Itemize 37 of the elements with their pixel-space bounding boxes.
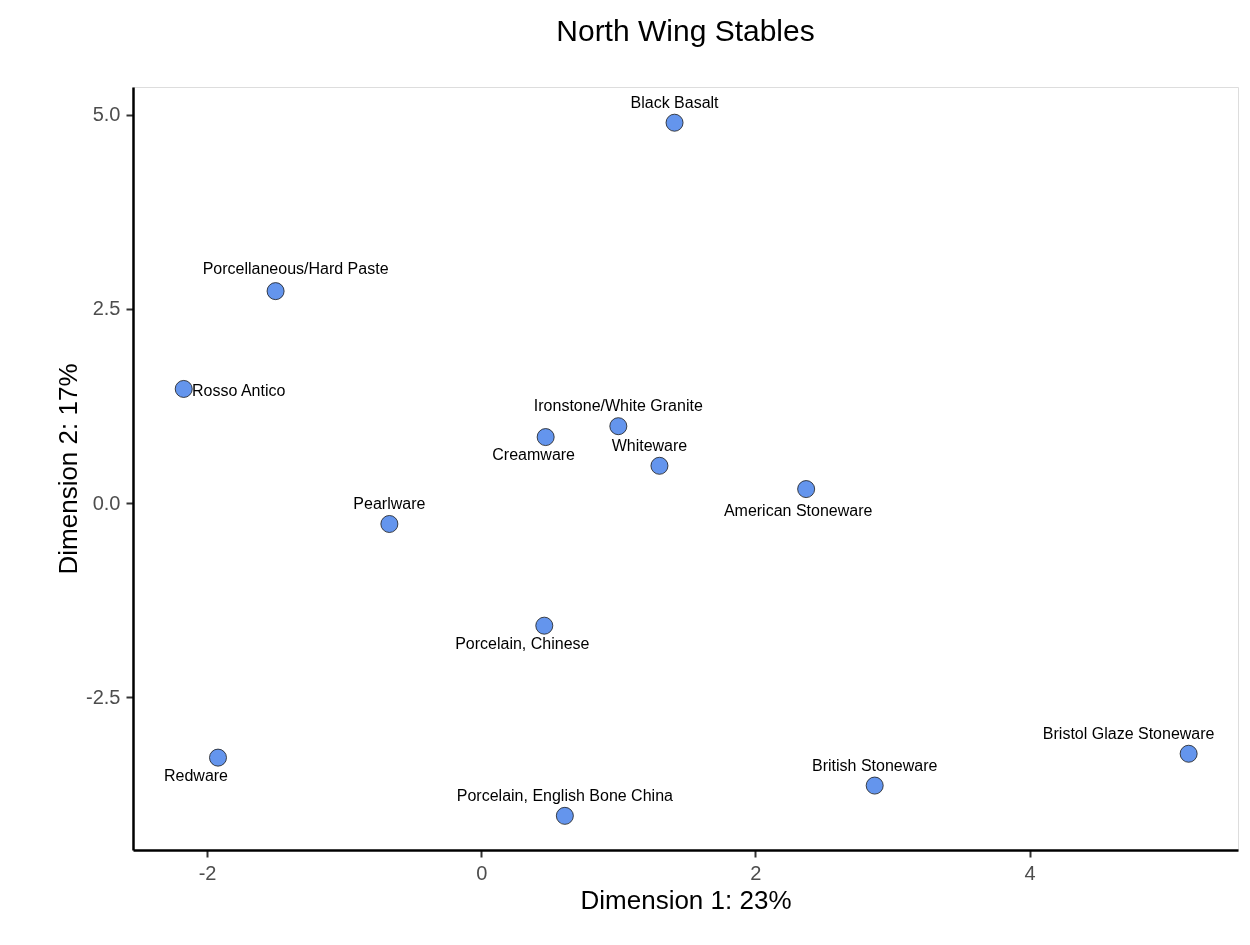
point	[650, 456, 669, 475]
annotation: Black Basalt	[630, 93, 720, 111]
annotation: Whiteware	[611, 436, 688, 454]
x-axis-title: Dimension 1: 23%	[580, 884, 792, 915]
point	[209, 748, 227, 767]
point	[797, 480, 816, 498]
annotation: British Stoneware	[812, 756, 938, 774]
x-tick-label: 2	[750, 861, 762, 884]
point	[609, 417, 628, 436]
annotation: Porcelain, English Bone China	[456, 786, 674, 804]
point	[266, 282, 285, 301]
point	[535, 616, 554, 635]
x-tick-label: -2	[198, 861, 217, 884]
y-tick-label: 0.0	[92, 491, 121, 514]
annotation: Pearlware	[353, 495, 426, 512]
x-tick-label: 0	[476, 861, 488, 884]
y-tick-label: 5.0	[92, 103, 121, 126]
x-tick-label: 4	[1024, 861, 1036, 884]
point	[865, 776, 884, 795]
annotation: Porcelain, Chinese	[455, 634, 590, 652]
y-tick-label: -2.5	[86, 685, 121, 708]
annotation: Rosso Antico	[192, 381, 286, 399]
annotation: Ironstone/White Granite	[533, 397, 703, 415]
annotation: Bristol Glaze Stoneware	[1042, 724, 1215, 742]
chart-title: North Wing Stables	[556, 14, 815, 47]
annotation: Creamware	[492, 446, 576, 464]
point	[536, 428, 555, 446]
annotation: Porcellaneous/Hard Paste	[202, 260, 389, 278]
y-axis-title: Dimension 2: 17%	[53, 363, 84, 575]
point	[380, 515, 399, 533]
annotation: Redware	[163, 766, 229, 784]
point	[665, 113, 684, 132]
point	[1179, 744, 1198, 763]
point	[555, 806, 574, 825]
point	[174, 380, 193, 398]
y-tick-label: 2.5	[92, 297, 121, 320]
annotation: American Stoneware	[723, 502, 873, 520]
